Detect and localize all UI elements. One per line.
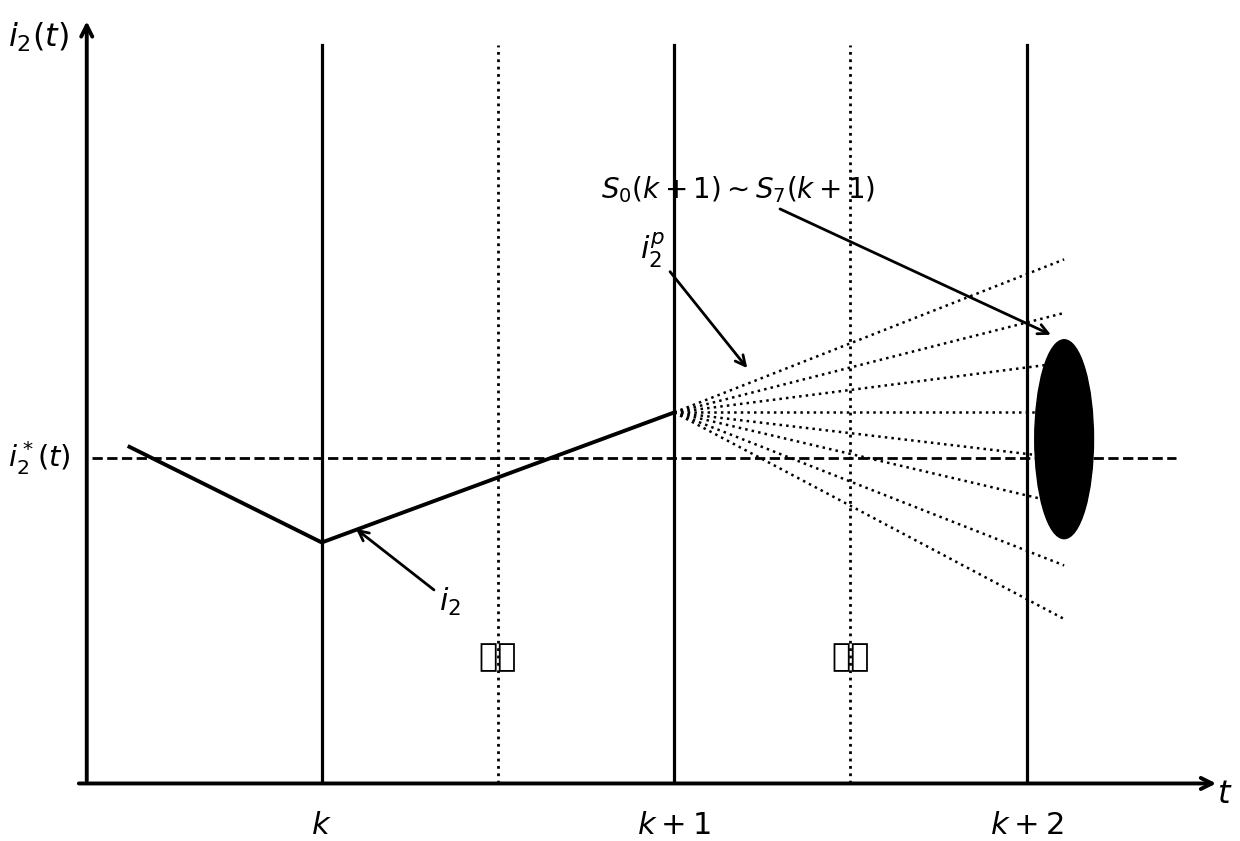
Text: $k$: $k$	[311, 810, 332, 841]
Text: $t$: $t$	[1216, 780, 1233, 811]
Text: $i_2^*(t)$: $i_2^*(t)$	[7, 439, 71, 478]
Text: $i_2^p$: $i_2^p$	[640, 230, 745, 366]
Text: $k+2$: $k+2$	[990, 810, 1064, 841]
Text: 计算: 计算	[831, 642, 869, 673]
Text: 计算: 计算	[479, 642, 517, 673]
Ellipse shape	[1034, 340, 1094, 538]
Text: $S_0(k+1){\sim}S_7(k+1)$: $S_0(k+1){\sim}S_7(k+1)$	[601, 174, 1048, 334]
Text: $i_2(t)$: $i_2(t)$	[9, 21, 69, 55]
Text: $i_2$: $i_2$	[358, 531, 461, 618]
Text: $k+1$: $k+1$	[637, 810, 711, 841]
